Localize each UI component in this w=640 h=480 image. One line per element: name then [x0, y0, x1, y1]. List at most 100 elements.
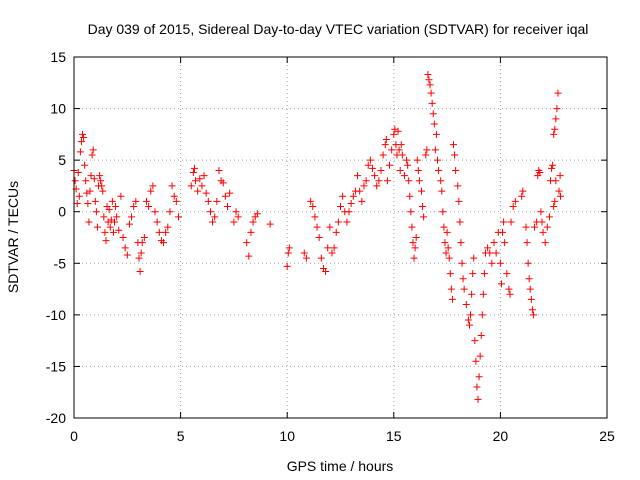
data-point — [194, 187, 202, 195]
y-tick-label: -20 — [46, 410, 66, 426]
x-axis-label: GPS time / hours — [287, 458, 394, 474]
data-point — [309, 203, 317, 211]
data-point — [330, 244, 338, 252]
data-point — [253, 210, 261, 218]
data-point — [115, 226, 123, 234]
data-point — [460, 285, 468, 293]
data-point — [519, 187, 527, 195]
data-point — [91, 197, 99, 205]
data-point — [317, 254, 325, 262]
data-point — [196, 175, 204, 183]
data-point — [486, 249, 494, 257]
data-point — [232, 208, 240, 216]
data-point — [349, 192, 357, 200]
data-point — [84, 199, 92, 207]
data-point — [360, 182, 368, 190]
data-point — [427, 89, 435, 97]
data-point — [452, 166, 460, 174]
data-point — [343, 218, 351, 226]
data-point — [383, 177, 391, 185]
data-point — [136, 268, 144, 276]
data-point — [198, 182, 206, 190]
data-point — [458, 259, 466, 267]
data-point — [428, 99, 436, 107]
data-point — [469, 270, 477, 278]
data-point — [447, 285, 455, 293]
data-point — [82, 177, 90, 185]
data-point — [462, 301, 470, 309]
data-point — [386, 161, 394, 169]
data-point — [555, 187, 563, 195]
data-point — [503, 270, 511, 278]
data-point — [192, 177, 200, 185]
data-point — [366, 156, 374, 164]
data-point — [123, 251, 131, 259]
data-point — [73, 199, 81, 207]
data-point — [539, 228, 547, 236]
data-point — [234, 213, 242, 221]
data-point — [395, 146, 403, 154]
data-point — [419, 203, 427, 211]
data-point — [92, 208, 100, 216]
data-point — [468, 290, 476, 298]
data-point — [388, 146, 396, 154]
data-point — [505, 285, 513, 293]
data-point — [474, 395, 482, 403]
data-point — [500, 218, 508, 226]
data-point — [307, 197, 315, 205]
data-point — [518, 192, 526, 200]
data-point — [162, 228, 170, 236]
data-point — [527, 295, 535, 303]
data-point — [315, 234, 323, 241]
chart-title: Day 039 of 2015, Sidereal Day-to-day VTE… — [88, 21, 589, 37]
data-point — [536, 169, 544, 177]
data-point — [356, 187, 364, 195]
data-point — [484, 244, 492, 252]
data-point — [464, 316, 472, 324]
data-point — [138, 239, 146, 247]
data-point — [526, 285, 534, 293]
data-point — [528, 306, 536, 314]
data-point — [492, 249, 500, 257]
data-point — [410, 254, 418, 262]
data-point — [522, 223, 530, 231]
data-point — [552, 177, 560, 185]
data-point — [471, 337, 479, 345]
data-point — [551, 125, 559, 133]
data-point — [76, 148, 84, 156]
data-point — [89, 146, 97, 154]
data-point — [285, 244, 293, 252]
data-point — [334, 218, 342, 226]
data-point — [432, 130, 440, 138]
data-point — [459, 275, 467, 283]
data-point — [172, 197, 180, 205]
data-point — [347, 199, 355, 207]
data-point — [455, 197, 463, 205]
data-point — [451, 151, 459, 159]
y-tick-label: 0 — [58, 204, 66, 220]
data-point — [326, 223, 334, 231]
data-point — [476, 352, 484, 360]
data-point — [86, 187, 94, 195]
data-point — [117, 192, 125, 200]
y-tick-label: -5 — [54, 255, 67, 271]
data-point — [101, 228, 109, 236]
data-point — [501, 239, 509, 247]
data-point — [429, 110, 437, 118]
data-point — [418, 187, 426, 195]
data-point — [556, 172, 564, 180]
data-point — [202, 189, 210, 197]
data-point — [506, 290, 514, 298]
data-point — [413, 156, 421, 164]
data-point — [151, 208, 159, 216]
data-point — [550, 130, 558, 138]
x-tick-label: 25 — [599, 428, 615, 444]
data-point — [448, 295, 456, 303]
data-point — [409, 239, 417, 247]
data-point — [328, 249, 336, 257]
data-point — [102, 237, 110, 245]
data-point — [87, 172, 95, 180]
data-point — [213, 197, 221, 205]
data-point — [142, 197, 150, 205]
